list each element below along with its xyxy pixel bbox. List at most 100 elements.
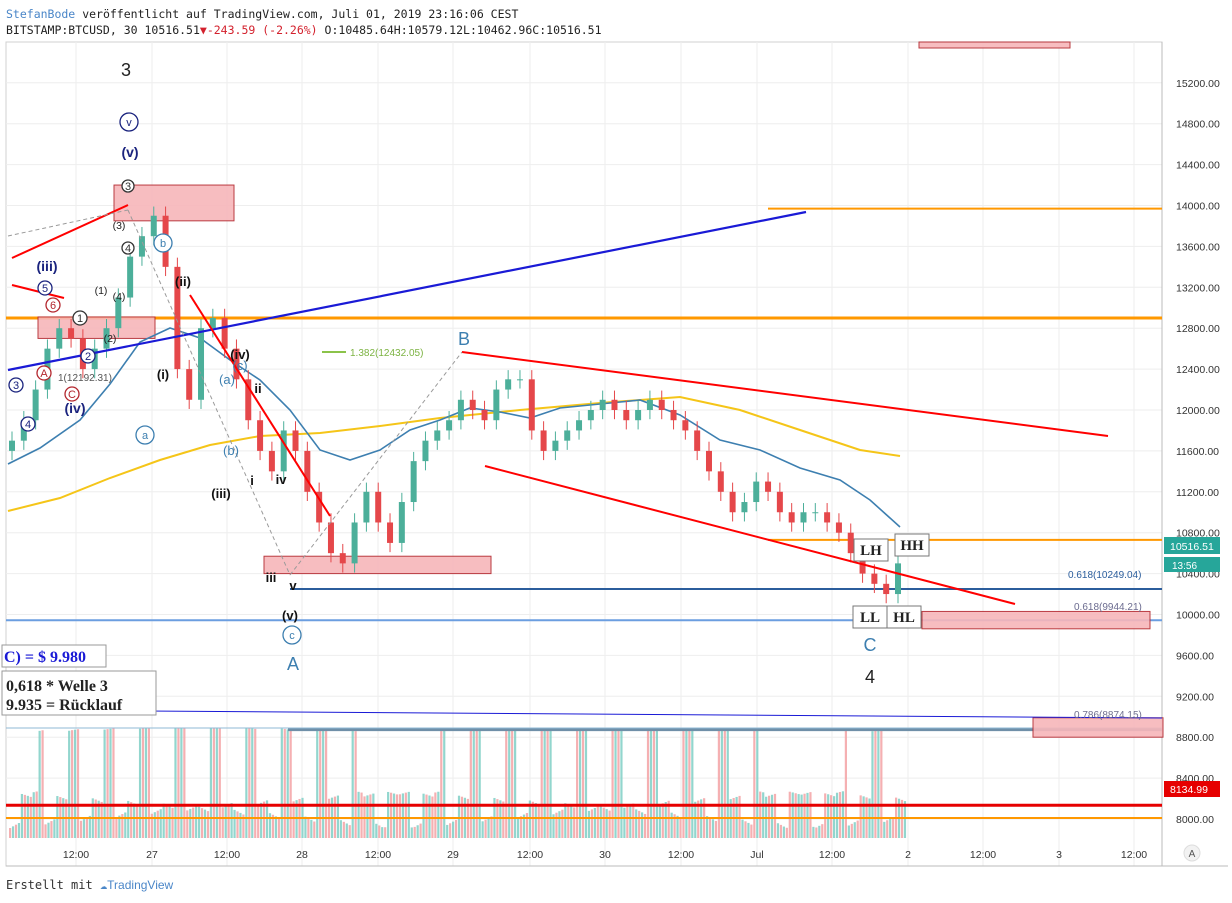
volume-bar	[469, 730, 472, 838]
volume-bar	[903, 801, 907, 838]
candle-body	[446, 420, 453, 431]
volume-bar	[723, 730, 726, 838]
volume-bar	[38, 730, 41, 838]
x-tick-label: Jul	[750, 849, 763, 861]
circled-3-top-text: 3	[125, 181, 131, 193]
circled-4	[20, 416, 36, 432]
volume-bar	[596, 806, 599, 838]
volume-bar	[605, 809, 608, 838]
volume-bar	[218, 728, 221, 838]
candle-body	[564, 430, 571, 441]
volume-bar	[224, 805, 227, 838]
volume-bar	[14, 824, 18, 838]
author-name[interactable]: StefanBode	[6, 7, 76, 21]
volume-bar	[540, 728, 543, 838]
box-hh	[894, 533, 930, 557]
volume-histogram	[9, 728, 907, 838]
volume-bar	[744, 821, 747, 838]
candle-body	[434, 430, 441, 441]
candle-body	[233, 348, 240, 380]
volume-bar	[505, 729, 508, 838]
circled-b-text: b	[160, 238, 166, 250]
volume-bar	[401, 793, 404, 838]
volume-bar	[803, 793, 806, 838]
volume-bar	[720, 729, 723, 838]
note-box-2	[1, 670, 157, 716]
volume-bar	[257, 804, 260, 838]
volume-bar	[248, 728, 251, 838]
candle-body	[209, 317, 216, 329]
y-tick-label: 8000.00	[1176, 814, 1214, 826]
channel-upper	[461, 351, 1109, 437]
volume-bar	[245, 728, 248, 838]
volume-bar	[874, 730, 877, 838]
volume-bar	[638, 810, 641, 838]
volume-bar	[797, 794, 800, 838]
red-arrow-lower	[11, 284, 65, 299]
candle-body	[9, 440, 15, 451]
volume-bar	[342, 821, 345, 838]
volume-bar	[198, 806, 201, 838]
candle-body	[540, 430, 547, 451]
volume-bar	[620, 728, 623, 838]
volume-bar	[254, 728, 257, 838]
volume-bar	[708, 817, 712, 838]
volume-bar	[623, 807, 626, 838]
chart-header: StefanBode veröffentlicht auf TradingVie…	[6, 6, 602, 38]
candle-body	[280, 430, 287, 472]
symbol-label: BITSTAMP:BTCUSD, 30	[6, 23, 138, 37]
roman-label: (v)	[121, 144, 138, 160]
volume-bar	[830, 795, 833, 838]
y-tick-label: 12800.00	[1176, 323, 1220, 335]
count-3: (3)	[113, 220, 126, 232]
note-box-1	[1, 644, 107, 668]
box-hl	[886, 605, 922, 629]
volume-bar	[670, 812, 673, 838]
volume-bar	[815, 827, 818, 838]
candle-body	[115, 297, 122, 329]
volume-bar	[499, 800, 502, 838]
volume-bar	[454, 819, 458, 838]
x-tick-label: 3	[1056, 849, 1062, 861]
fib-label-10249: 0.618(10249.04)	[1068, 570, 1141, 581]
y-tick-label: 13600.00	[1176, 241, 1220, 253]
tradingview-brand[interactable]: TradingView	[107, 878, 174, 892]
candle-body	[198, 328, 205, 400]
volume-bar	[310, 819, 313, 838]
x-tick-label: 12:00	[668, 849, 694, 861]
volume-bar	[206, 811, 210, 838]
volume-bar	[316, 729, 319, 838]
volume-bar	[773, 793, 777, 838]
candle-body	[694, 430, 701, 451]
candle-body	[398, 502, 405, 543]
volume-bar	[168, 806, 171, 838]
volume-bar	[174, 728, 177, 838]
volume-bar	[791, 792, 794, 838]
volume-bar	[519, 816, 523, 838]
volume-bar	[457, 795, 461, 838]
volume-bar	[779, 824, 783, 838]
volume-bar	[354, 731, 357, 838]
volume-bar	[68, 730, 71, 838]
circled-4-text: 4	[25, 419, 31, 431]
volume-bar	[655, 728, 658, 838]
x-tick-label: 12:00	[365, 849, 391, 861]
roman-label: iv	[276, 472, 288, 487]
volume-bar	[156, 810, 159, 838]
support-zone-c	[921, 610, 1151, 630]
roman-label: iii	[266, 570, 277, 585]
volume-bar	[130, 802, 133, 838]
wave-a-label: A	[287, 654, 299, 674]
volume-bar	[685, 728, 688, 838]
candle-body	[599, 399, 606, 410]
candle-body	[646, 399, 653, 410]
candle-body	[68, 328, 75, 339]
candle-body	[150, 215, 157, 237]
volume-bar	[17, 823, 21, 838]
volume-bar	[452, 821, 455, 838]
circled-3	[8, 377, 24, 393]
volume-bar	[667, 800, 670, 838]
box-hh-text: HH	[900, 538, 924, 554]
candle-body	[788, 512, 795, 523]
